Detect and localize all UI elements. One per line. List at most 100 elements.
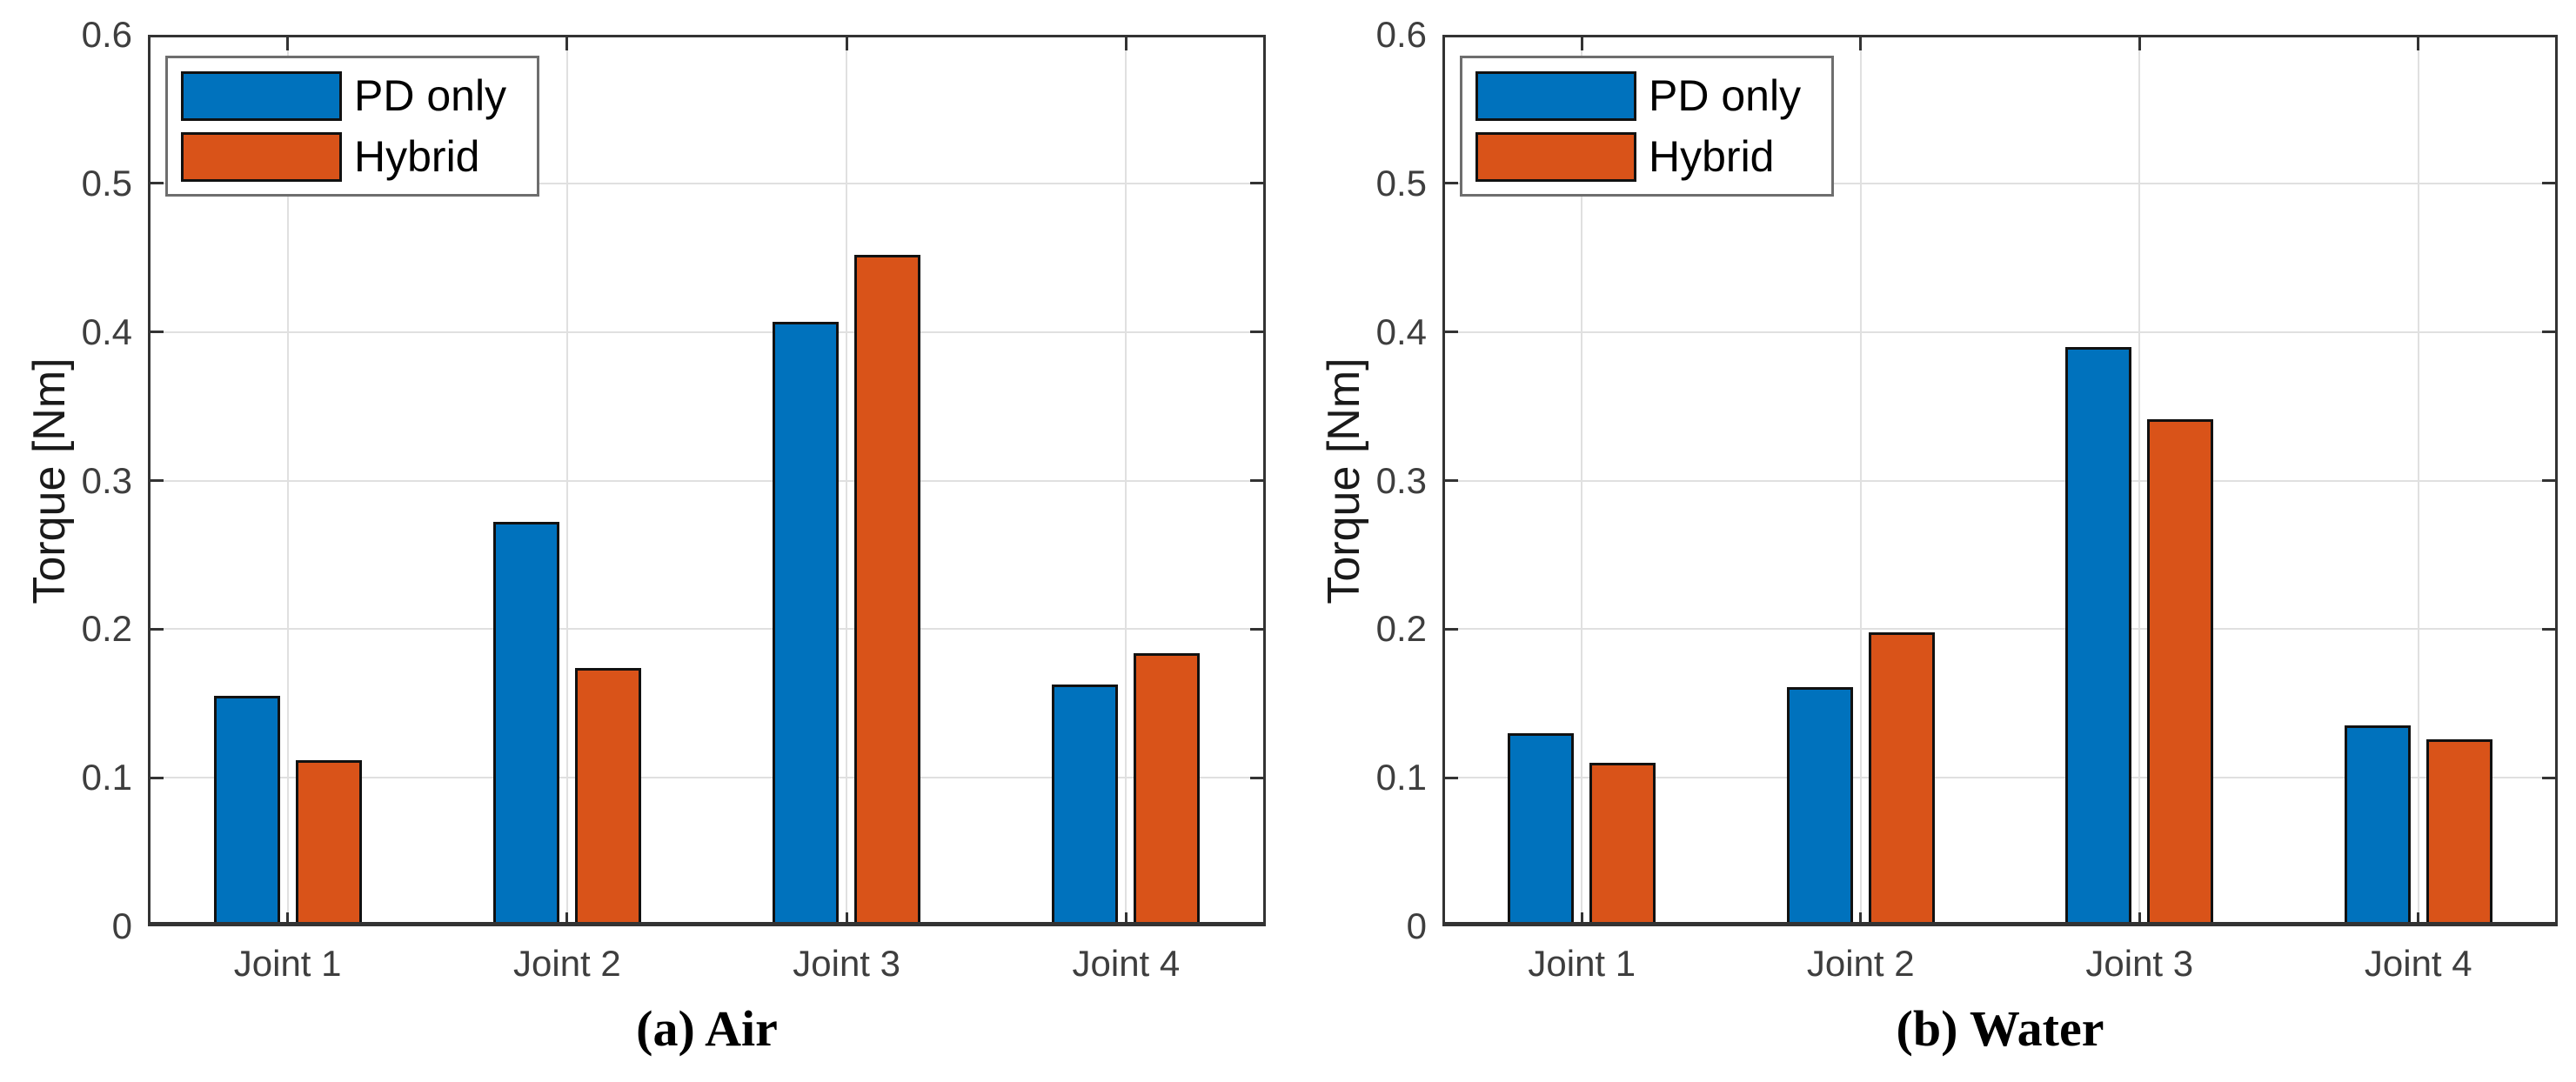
x-tick-mark-bottom xyxy=(1859,912,1863,926)
y-tick-label: 0.4 xyxy=(1375,311,1427,352)
y-tick-label: 0 xyxy=(111,905,132,946)
x-tick-mark-top xyxy=(1124,35,1127,50)
x-tick-mark-top xyxy=(2417,35,2420,50)
legend-label-hybrid: Hybrid xyxy=(1649,132,1775,181)
legend-swatch-hybrid xyxy=(181,131,342,182)
legend-row: PD only xyxy=(1475,70,1831,121)
horizontal-gridline xyxy=(148,628,1266,631)
y-tick-label: 0.1 xyxy=(81,757,132,798)
x-tick-label: Joint 3 xyxy=(2085,943,2194,984)
legend-label-pd-only: PD only xyxy=(1649,71,1802,120)
y-tick-label: 0.1 xyxy=(1375,757,1427,798)
y-tick-mark-right xyxy=(1250,182,1266,185)
bar-pd-only-joint-4 xyxy=(1052,684,1119,926)
y-tick-mark-left xyxy=(1442,331,1458,334)
y-tick-mark-left xyxy=(1442,479,1458,482)
x-tick-label: Joint 1 xyxy=(1528,943,1636,984)
horizontal-gridline xyxy=(1442,777,2558,779)
y-tick-label: 0.6 xyxy=(81,14,132,55)
y-tick-label: 0.5 xyxy=(81,162,132,204)
y-tick-mark-left xyxy=(148,182,164,185)
legend-label-pd-only: PD only xyxy=(354,71,507,120)
y-tick-label: 0.3 xyxy=(81,459,132,501)
x-tick-mark-bottom xyxy=(2138,912,2141,926)
x-tick-mark-bottom xyxy=(2417,912,2420,926)
y-tick-mark-right xyxy=(1250,479,1266,482)
legend: PD only Hybrid xyxy=(1460,56,1834,197)
x-tick-mark-top xyxy=(1580,35,1583,50)
horizontal-gridline xyxy=(148,777,1266,779)
bar-pd-only-joint-3 xyxy=(2065,346,2132,926)
y-tick-label: 0 xyxy=(1406,905,1427,946)
x-tick-mark-bottom xyxy=(845,912,848,926)
horizontal-gridline xyxy=(148,182,1266,184)
y-tick-mark-left xyxy=(1442,776,1458,779)
x-tick-label: Joint 2 xyxy=(513,943,621,984)
x-tick-mark-top xyxy=(286,35,290,50)
x-tick-mark-bottom xyxy=(1124,912,1127,926)
horizontal-gridline xyxy=(148,331,1266,333)
y-tick-mark-left xyxy=(148,479,164,482)
legend-swatch-hybrid xyxy=(1475,131,1636,182)
bar-pd-only-joint-1 xyxy=(1508,732,1575,926)
y-tick-mark-right xyxy=(2542,627,2558,631)
legend-label-hybrid: Hybrid xyxy=(354,132,480,181)
y-tick-label: 0.2 xyxy=(81,608,132,650)
x-tick-label: Joint 4 xyxy=(1072,943,1181,984)
legend-row: PD only xyxy=(181,70,537,121)
bar-hybrid-joint-1 xyxy=(295,759,362,926)
x-tick-mark-top xyxy=(845,35,848,50)
bar-hybrid-joint-4 xyxy=(1134,652,1201,926)
plot-area-(a)-air: PD only Hybrid xyxy=(148,35,1266,926)
bar-hybrid-joint-1 xyxy=(1589,763,1656,926)
legend-swatch-pd-only xyxy=(1475,70,1636,121)
x-tick-mark-bottom xyxy=(565,912,569,926)
legend: PD only Hybrid xyxy=(165,56,539,197)
bar-hybrid-joint-2 xyxy=(574,667,641,926)
y-axis-label: Torque [Nm] xyxy=(1319,357,1369,604)
y-axis-label: Torque [Nm] xyxy=(24,357,75,604)
x-tick-mark-top xyxy=(2138,35,2141,50)
bar-hybrid-joint-2 xyxy=(1868,631,1935,926)
y-tick-mark-left xyxy=(1442,627,1458,631)
y-tick-mark-right xyxy=(1250,331,1266,334)
y-tick-mark-left xyxy=(148,627,164,631)
horizontal-gridline xyxy=(1442,182,2558,184)
bar-pd-only-joint-2 xyxy=(1786,686,1853,926)
legend-row: Hybrid xyxy=(181,131,537,182)
plot-area-(b)-water: PD only Hybrid xyxy=(1442,35,2558,926)
legend-row: Hybrid xyxy=(1475,131,1831,182)
bar-pd-only-joint-3 xyxy=(773,321,840,926)
y-tick-label: 0.3 xyxy=(1375,459,1427,501)
figure-caption-(b)-water: (b) Water xyxy=(1896,1000,2104,1057)
bar-pd-only-joint-1 xyxy=(213,696,280,926)
y-tick-mark-right xyxy=(2542,776,2558,779)
bar-hybrid-joint-4 xyxy=(2425,738,2492,926)
legend-swatch-pd-only xyxy=(181,70,342,121)
x-tick-mark-bottom xyxy=(286,912,290,926)
figure-caption-(a)-air: (a) Air xyxy=(636,1000,778,1057)
x-tick-label: Joint 3 xyxy=(793,943,900,984)
horizontal-gridline xyxy=(1442,479,2558,482)
bar-pd-only-joint-4 xyxy=(2344,725,2411,926)
y-tick-label: 0.5 xyxy=(1375,162,1427,204)
y-tick-mark-left xyxy=(148,331,164,334)
horizontal-gridline xyxy=(148,479,1266,482)
x-tick-mark-top xyxy=(565,35,569,50)
x-tick-mark-bottom xyxy=(1580,912,1583,926)
y-tick-label: 0.6 xyxy=(1375,14,1427,55)
x-tick-mark-top xyxy=(1859,35,1863,50)
y-tick-mark-left xyxy=(148,776,164,779)
horizontal-gridline xyxy=(1442,331,2558,333)
y-tick-mark-right xyxy=(1250,627,1266,631)
y-tick-mark-left xyxy=(1442,182,1458,185)
x-tick-label: Joint 1 xyxy=(233,943,342,984)
bar-hybrid-joint-3 xyxy=(2147,419,2214,926)
y-tick-mark-right xyxy=(2542,182,2558,185)
x-tick-label: Joint 4 xyxy=(2364,943,2472,984)
y-tick-label: 0.4 xyxy=(81,311,132,352)
y-tick-mark-right xyxy=(2542,331,2558,334)
bar-hybrid-joint-3 xyxy=(854,254,921,926)
y-tick-label: 0.2 xyxy=(1375,608,1427,650)
